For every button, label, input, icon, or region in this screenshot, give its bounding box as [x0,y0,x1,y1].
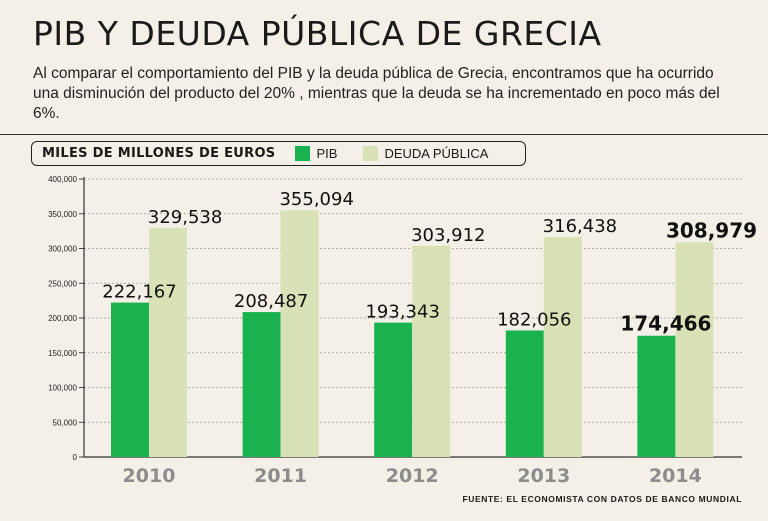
y-tick-label: 50,000 [53,418,78,427]
bar-deuda-p-blica [543,237,582,457]
x-tick-label: 2010 [123,465,176,487]
bar-pib [374,322,413,457]
y-tick-label: 400,000 [48,175,77,184]
bar-pib [505,330,544,457]
bar-pib [637,335,676,457]
x-tick-label: 2011 [254,465,307,487]
legend-swatch-deuda [363,146,379,161]
legend-label-pib: PIB [316,146,338,161]
data-label: 303,912 [411,225,485,246]
bar-deuda-p-blica [412,245,451,457]
bar-pib [111,302,149,457]
y-tick-label: 100,000 [48,384,77,393]
legend-label-deuda: DEUDA PÚBLICA [384,146,489,161]
data-label: 329,538 [148,207,222,228]
subtitle: Al comparar el comportamiento del PIB y … [33,65,720,122]
data-label: 308,979 [666,218,757,242]
data-label: 316,438 [543,216,617,237]
y-tick-label: 300,000 [48,245,77,254]
page-title: PIB Y DEUDA PÚBLICA DE GRECIA [33,14,602,53]
bar-deuda-p-blica [149,227,187,457]
data-label: 355,094 [279,189,353,210]
y-tick-label: 150,000 [48,349,77,358]
y-tick-label: 0 [73,453,78,462]
data-label: 193,343 [365,302,439,323]
bar-deuda-p-blica [280,210,319,457]
y-tick-label: 350,000 [48,210,77,219]
y-tick-label: 200,000 [48,314,77,323]
bar-pib [242,312,281,457]
chart-legend: MILES DE MILLONES DE EUROS PIB DEUDA PÚB… [31,141,526,166]
divider [0,134,768,135]
x-tick-label: 2012 [386,465,439,487]
source-note: Fuente: El Economista con datos de Banco… [462,494,742,504]
legend-swatch-pib [295,146,311,161]
data-label: 222,167 [102,282,176,303]
data-label: 174,466 [620,312,711,336]
bar-deuda-p-blica [675,242,714,457]
x-tick-label: 2014 [649,465,702,487]
data-label: 182,056 [497,309,571,330]
data-label: 208,487 [234,291,308,312]
x-tick-label: 2013 [517,465,570,487]
unit-label: MILES DE MILLONES DE EUROS [42,146,276,161]
y-tick-label: 250,000 [48,279,77,288]
